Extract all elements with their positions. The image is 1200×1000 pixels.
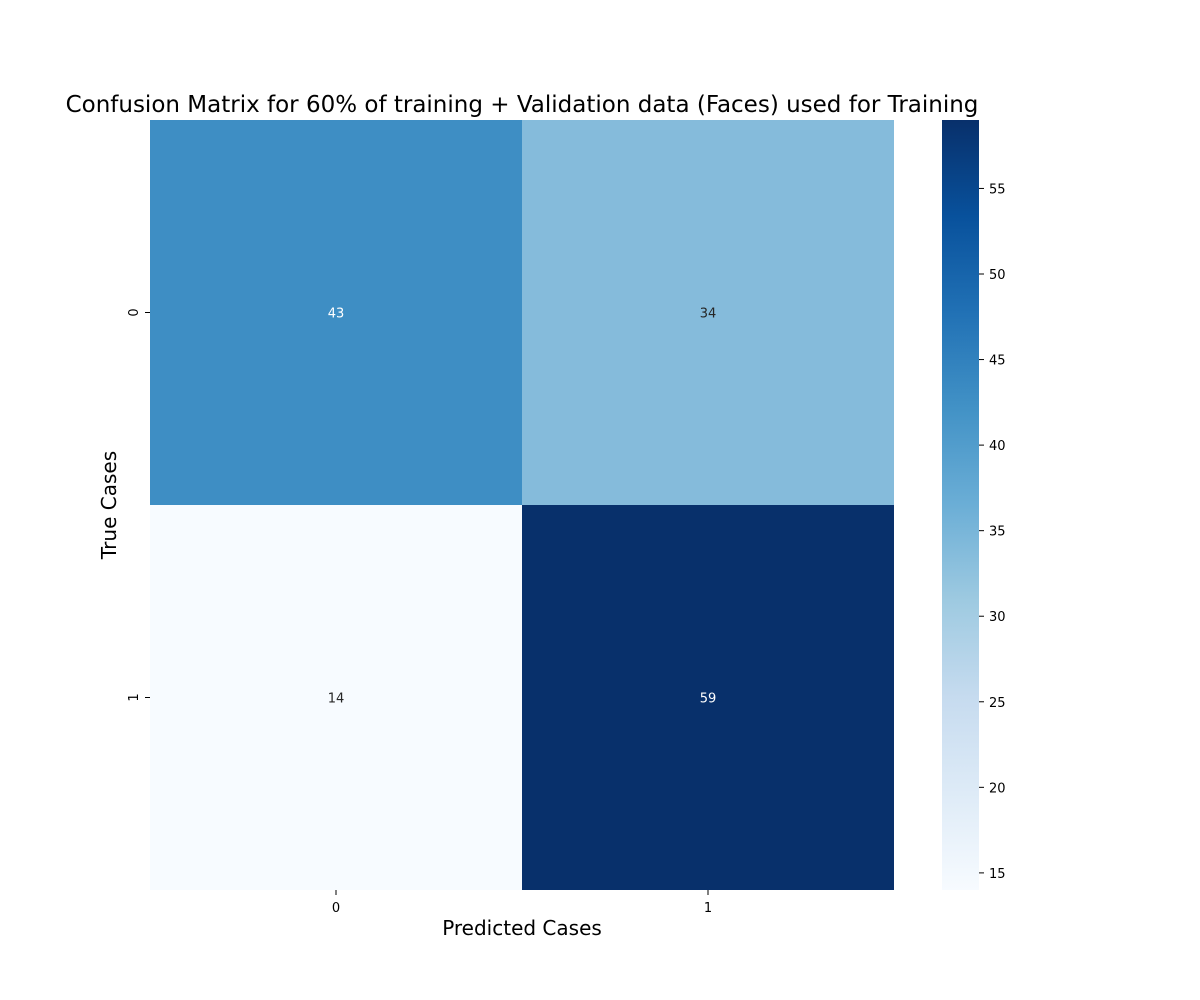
heatmap-cell-0-1 [522, 120, 894, 505]
colorbar-tick-label: 30 [989, 610, 1006, 625]
colorbar-tick-label: 40 [989, 439, 1006, 454]
colorbar-tick-label: 25 [989, 696, 1006, 711]
colorbar-tick-label: 45 [989, 354, 1006, 369]
heatmap-cell-1-0 [150, 505, 522, 890]
colorbar-ticks: 15 20 25 30 35 40 45 50 55 [979, 182, 1006, 882]
colorbar-tick-label: 20 [989, 781, 1006, 796]
heatmap-cell-1-1 [522, 505, 894, 890]
y-tick-label: 0 [127, 308, 142, 316]
chart-title: Confusion Matrix for 60% of training + V… [66, 92, 979, 118]
y-axis-label: True Cases [97, 451, 121, 560]
cell-value-label-1-0: 14 [328, 692, 345, 707]
cell-value-label-0-0: 43 [328, 307, 345, 322]
colorbar-tick-label: 15 [989, 867, 1006, 882]
y-axis-ticks: 01 [127, 308, 150, 702]
heatmap-cells: 43 34 14 59 [150, 120, 894, 890]
x-axis-label: Predicted Cases [442, 916, 602, 940]
colorbar-tick-label: 50 [989, 268, 1006, 283]
y-tick-label: 1 [127, 693, 142, 701]
colorbar-tick-label: 35 [989, 525, 1006, 540]
colorbar-tick-label: 55 [989, 182, 1006, 197]
colorbar [942, 120, 979, 890]
cell-value-label-1-1: 59 [700, 692, 717, 707]
heatmap-cell-0-0 [150, 120, 522, 505]
cell-value-label-0-1: 34 [700, 307, 717, 322]
x-tick-label: 1 [704, 901, 712, 916]
x-tick-label: 0 [332, 901, 340, 916]
